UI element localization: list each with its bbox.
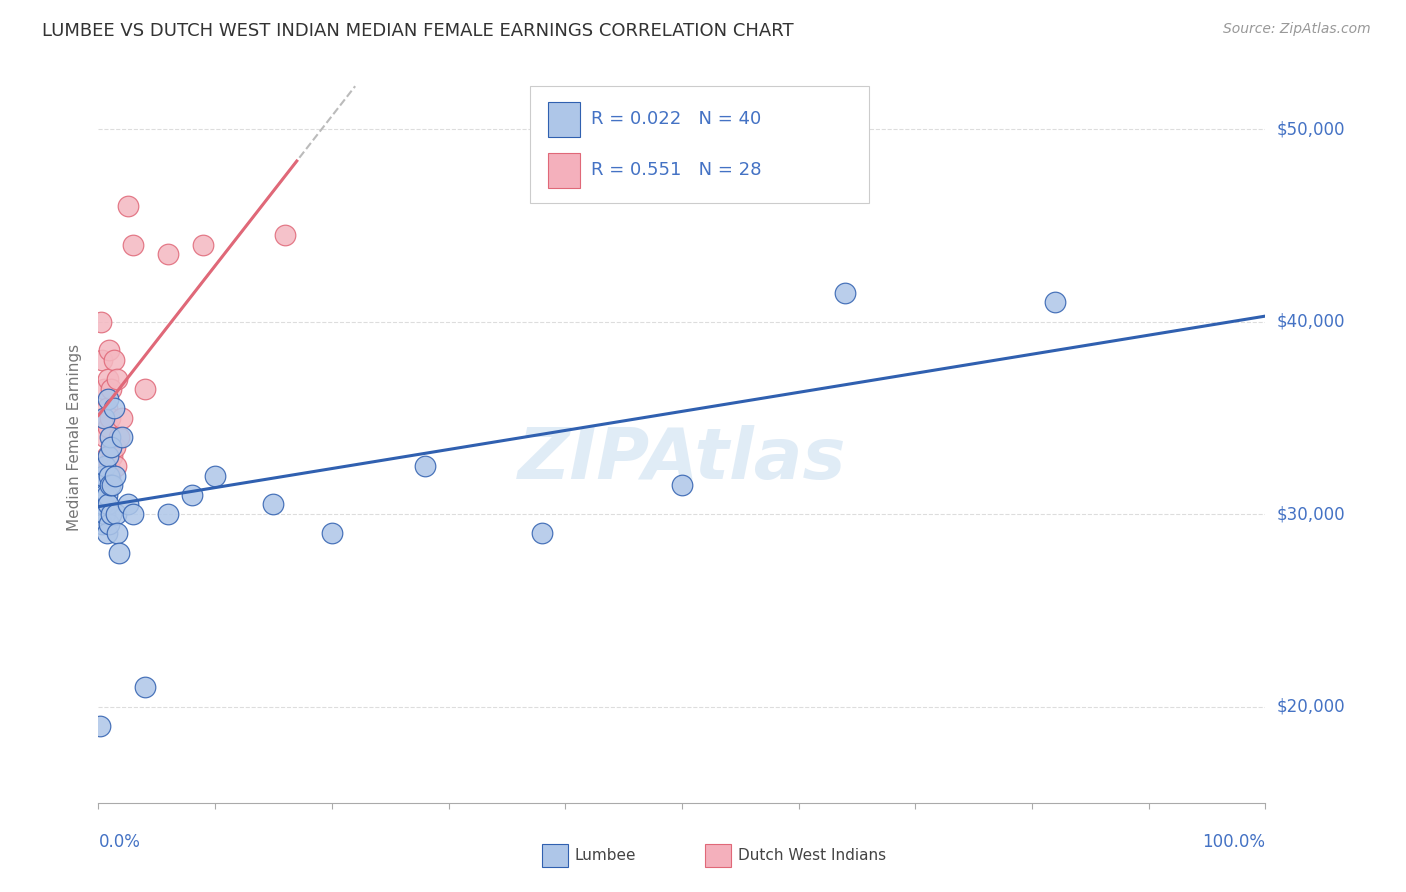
Point — [97, 343, 120, 358]
Point — [91, 410, 114, 425]
Point — [134, 681, 156, 695]
Point — [104, 440, 127, 454]
Point — [98, 468, 121, 483]
Text: 100.0%: 100.0% — [1202, 833, 1265, 851]
Text: $20,000: $20,000 — [1277, 698, 1346, 715]
Point — [117, 498, 139, 512]
Text: Dutch West Indians: Dutch West Indians — [738, 848, 886, 863]
Text: R = 0.022   N = 40: R = 0.022 N = 40 — [591, 110, 761, 128]
FancyBboxPatch shape — [548, 153, 581, 188]
FancyBboxPatch shape — [706, 844, 731, 867]
Point — [122, 507, 145, 521]
Point — [94, 430, 117, 444]
Text: 0.0%: 0.0% — [98, 833, 141, 851]
Y-axis label: Median Female Earnings: Median Female Earnings — [67, 343, 83, 531]
Point — [157, 247, 180, 261]
Point — [94, 507, 117, 521]
Text: LUMBEE VS DUTCH WEST INDIAN MEDIAN FEMALE EARNINGS CORRELATION CHART: LUMBEE VS DUTCH WEST INDIAN MEDIAN FEMAL… — [42, 22, 794, 40]
FancyBboxPatch shape — [541, 844, 568, 867]
Text: $40,000: $40,000 — [1277, 312, 1346, 331]
Point — [103, 401, 125, 416]
Point — [101, 478, 124, 492]
Point — [97, 392, 120, 406]
Text: $50,000: $50,000 — [1277, 120, 1346, 138]
FancyBboxPatch shape — [548, 102, 581, 137]
Point — [90, 315, 112, 329]
Point — [91, 468, 114, 483]
Point — [90, 516, 112, 531]
Text: Source: ZipAtlas.com: Source: ZipAtlas.com — [1223, 22, 1371, 37]
Point — [104, 458, 127, 473]
Point — [122, 237, 145, 252]
Point — [834, 285, 856, 300]
Point — [1045, 295, 1067, 310]
Point — [94, 458, 117, 473]
Text: $30,000: $30,000 — [1277, 505, 1346, 523]
Point — [111, 410, 134, 425]
Text: ZIPAtlas: ZIPAtlas — [517, 425, 846, 493]
Point — [103, 353, 125, 368]
Point — [98, 410, 121, 425]
Point — [100, 382, 122, 396]
Point — [193, 237, 215, 252]
Point — [97, 458, 120, 473]
Point — [97, 468, 120, 483]
Point — [117, 199, 139, 213]
Point — [98, 430, 121, 444]
Point — [93, 468, 115, 483]
Point — [97, 498, 120, 512]
Point — [321, 526, 343, 541]
Point — [274, 227, 297, 242]
Point — [96, 488, 118, 502]
Point — [97, 450, 120, 464]
Point — [96, 526, 118, 541]
Point — [104, 468, 127, 483]
Point — [204, 468, 226, 483]
Text: R = 0.551   N = 28: R = 0.551 N = 28 — [591, 161, 762, 179]
Point — [105, 526, 128, 541]
Point — [262, 498, 284, 512]
Point — [97, 372, 120, 386]
Point — [97, 420, 120, 434]
Point — [93, 410, 115, 425]
Point — [105, 372, 128, 386]
Point — [413, 458, 436, 473]
Point — [134, 382, 156, 396]
Point — [108, 430, 131, 444]
Point — [97, 516, 120, 531]
Point — [90, 353, 112, 368]
Point — [180, 488, 202, 502]
Point — [108, 545, 131, 559]
Point — [93, 382, 115, 396]
Text: Lumbee: Lumbee — [575, 848, 636, 863]
Point — [96, 401, 118, 416]
Point — [530, 526, 553, 541]
Point — [101, 450, 124, 464]
Point — [89, 719, 111, 733]
FancyBboxPatch shape — [530, 86, 869, 203]
Point — [91, 498, 114, 512]
Point — [96, 450, 118, 464]
Point — [90, 478, 112, 492]
Point — [100, 507, 122, 521]
Point — [111, 430, 134, 444]
Point — [157, 507, 180, 521]
Point — [98, 478, 121, 492]
Point — [93, 488, 115, 502]
Point — [671, 478, 693, 492]
Point — [100, 440, 122, 454]
Point — [104, 507, 127, 521]
